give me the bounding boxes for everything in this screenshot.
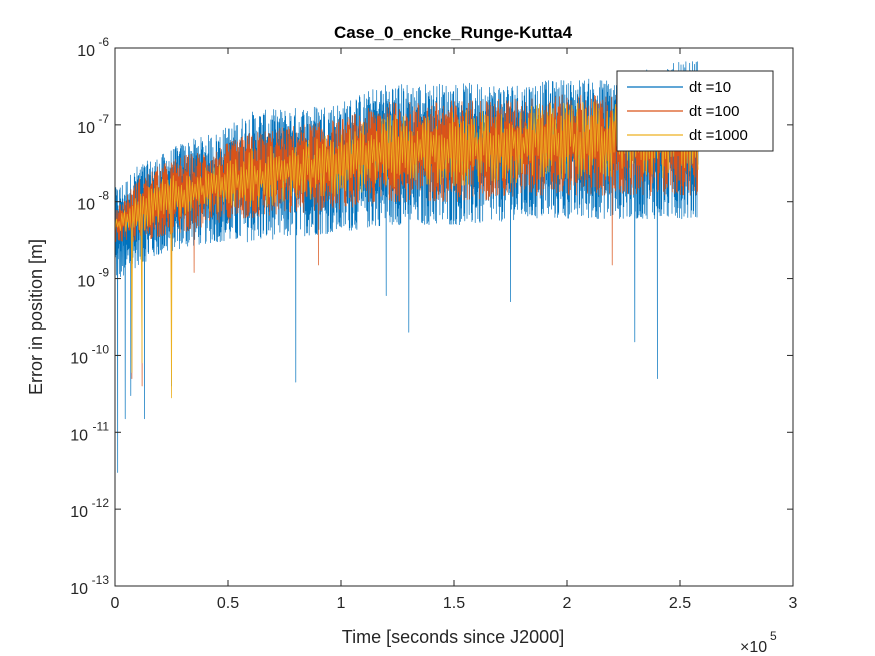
y-tick-label: -11 10 [70,419,109,444]
x-axis-label: Time [seconds since J2000] [342,627,564,647]
y-tick-label-base: 10 [77,43,95,60]
y-tick-label-exponent: -10 [92,342,110,356]
y-axis-label: Error in position [m] [26,239,46,395]
x-tick-label: 1 [337,595,346,612]
y-tick-label-exponent: -6 [98,35,109,49]
legend-label: dt =100 [689,103,739,120]
x-axis-multiplier-exponent: 5 [770,629,777,643]
chart-title: Case_0_encke_Runge-Kutta4 [334,23,573,42]
legend-label: dt =10 [689,79,731,96]
y-tick-label: -10 10 [70,342,109,367]
legend: dt =10 dt =100 dt =1000 [616,70,774,152]
x-tick-label: 2.5 [669,595,691,612]
y-tick-label-exponent: -11 [93,419,110,433]
y-tick-label-exponent: -12 [92,496,110,510]
y-tick-label-base: 10 [70,581,88,598]
y-tick-label-exponent: -7 [98,112,109,126]
series-layer [114,61,699,473]
y-tick-label-base: 10 [77,120,95,137]
x-tick-label: 0.5 [217,595,239,612]
series-line-dt1000 [114,99,699,399]
y-tick-label: -13 10 [70,573,109,598]
y-tick-label-base: 10 [70,427,88,444]
y-tick-label-base: 10 [77,274,95,291]
y-tick-label: -610 [77,35,109,60]
y-tick-label: -810 [77,189,109,214]
legend-label: dt =1000 [689,127,748,144]
y-tick-label-exponent: -9 [98,266,109,280]
y-tick-label-base: 10 [77,197,95,214]
y-tick-label-exponent: -8 [98,189,109,203]
y-tick-label-base: 10 [70,504,88,521]
x-tick-label: 1.5 [443,595,465,612]
axes-layer: 0 0.5 1 1.5 2 2.5 3-1310-1210-1110-1010-910-81… [70,35,797,612]
y-tick-label: -710 [77,112,109,137]
y-tick-label-exponent: -13 [92,573,110,587]
x-tick-label: 0 [111,595,120,612]
x-axis-multiplier: ×10 5 [740,629,777,656]
y-tick-label: -12 10 [70,496,109,521]
x-tick-label: 2 [563,595,572,612]
x-tick-label: 3 [789,595,798,612]
y-tick-label-base: 10 [70,350,88,367]
x-axis-multiplier-base: ×10 [740,639,767,656]
y-tick-label: -910 [77,266,109,291]
